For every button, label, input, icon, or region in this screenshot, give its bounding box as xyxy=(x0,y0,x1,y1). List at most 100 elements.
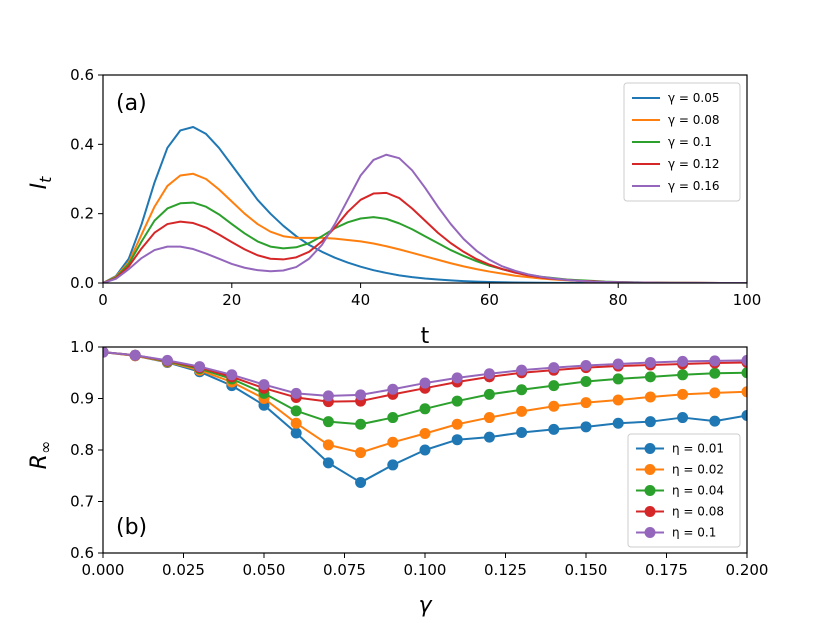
data-point xyxy=(709,415,721,427)
data-point xyxy=(644,391,656,403)
y-tick-label: 0.6 xyxy=(70,544,94,562)
data-point xyxy=(355,418,367,430)
data-point xyxy=(677,355,689,367)
panel-label: (b) xyxy=(116,515,147,540)
data-point xyxy=(161,354,173,366)
y-axis-label: It xyxy=(27,176,55,190)
data-point xyxy=(451,418,463,430)
data-point xyxy=(741,354,747,366)
data-point xyxy=(322,416,334,428)
data-point xyxy=(226,369,238,381)
data-point xyxy=(516,405,528,417)
data-point xyxy=(451,395,463,407)
data-point xyxy=(451,434,463,446)
y-tick-label: 0.2 xyxy=(70,205,94,223)
legend-entry-label: η = 0.08 xyxy=(672,505,724,519)
x-tick-label: 0.125 xyxy=(484,561,527,579)
y-tick-label: 0.9 xyxy=(70,390,94,408)
data-point xyxy=(516,364,528,376)
x-tick-label: 80 xyxy=(609,291,628,309)
data-point xyxy=(612,358,624,370)
x-tick-label: 0.075 xyxy=(323,561,366,579)
data-point xyxy=(644,356,656,368)
legend-entry-label: γ = 0.08 xyxy=(668,113,720,127)
x-axis-label: t xyxy=(421,324,430,349)
data-point xyxy=(709,387,721,399)
legend-box xyxy=(623,82,741,202)
data-point xyxy=(483,388,495,400)
data-point xyxy=(483,412,495,424)
y-tick-label: 0.0 xyxy=(70,274,94,292)
x-tick-label: 0.150 xyxy=(565,561,608,579)
data-point xyxy=(290,427,302,439)
legend-entry-label: η = 0.04 xyxy=(672,484,724,498)
y-tick-label: 1.0 xyxy=(70,338,94,356)
data-point xyxy=(194,361,206,373)
data-point xyxy=(129,349,141,361)
axes-frame xyxy=(102,74,748,284)
series-line-3 xyxy=(103,201,747,283)
data-point xyxy=(548,362,560,374)
x-tick-label: 60 xyxy=(480,291,499,309)
data-point xyxy=(387,436,399,448)
data-point xyxy=(548,400,560,412)
data-point xyxy=(483,368,495,380)
data-point xyxy=(580,360,592,372)
legend-marker xyxy=(644,506,656,517)
data-point xyxy=(387,412,399,424)
panel-label: (a) xyxy=(116,91,147,116)
x-tick-label: 20 xyxy=(222,291,241,309)
y-tick-label: 0.8 xyxy=(70,441,94,459)
data-point xyxy=(741,409,747,421)
data-point xyxy=(355,447,367,459)
data-point xyxy=(258,379,270,391)
x-axis-label: γ xyxy=(418,593,432,618)
x-tick-label: 0.000 xyxy=(82,561,125,579)
panel-b-plot: 0.000 0.025 0.050 0.075 0.100 0.125 0.150 0.175… xyxy=(27,338,768,618)
data-point xyxy=(741,386,747,398)
data-point xyxy=(290,387,302,399)
legend-entry-label: γ = 0.05 xyxy=(668,91,720,105)
data-point xyxy=(709,367,721,379)
data-point xyxy=(644,416,656,428)
x-tick-label: 0.175 xyxy=(645,561,688,579)
x-tick-label: 0.200 xyxy=(726,561,769,579)
series-line-4 xyxy=(103,191,747,283)
legend-marker xyxy=(644,527,656,538)
legend: γ = 0.05 γ = 0.08 γ = 0.1 γ = 0.12 γ = 0.16 xyxy=(623,82,741,202)
data-point xyxy=(322,439,334,451)
x-tick-label: 0.100 xyxy=(404,561,447,579)
y-tick-label: 0.4 xyxy=(70,135,94,153)
legend-entry-label: η = 0.01 xyxy=(672,442,724,456)
data-point xyxy=(419,377,431,389)
legend-entry-label: γ = 0.1 xyxy=(668,135,712,149)
data-point xyxy=(387,383,399,395)
data-point xyxy=(741,367,747,379)
data-point xyxy=(709,355,721,367)
y-tick-label: 0.6 xyxy=(70,66,94,84)
data-point xyxy=(612,417,624,429)
y-tick-label: 0.7 xyxy=(70,493,94,511)
y-axis-label: R∞ xyxy=(27,441,55,470)
data-point xyxy=(387,459,399,471)
series-line-5 xyxy=(103,153,747,283)
x-tick-label: 0 xyxy=(98,291,108,309)
data-point xyxy=(677,412,689,424)
data-point xyxy=(322,390,334,402)
data-point xyxy=(580,376,592,388)
plot-area xyxy=(103,347,747,488)
data-point xyxy=(516,426,528,438)
data-point xyxy=(355,389,367,401)
data-point xyxy=(103,347,109,358)
data-point xyxy=(548,423,560,435)
x-tick-label: 40 xyxy=(351,291,370,309)
data-point xyxy=(451,372,463,384)
legend-entry-label: γ = 0.16 xyxy=(668,179,720,193)
legend-marker xyxy=(644,464,656,475)
data-point xyxy=(290,405,302,417)
data-point xyxy=(677,388,689,400)
legend-entry-label: η = 0.1 xyxy=(672,526,716,540)
data-point xyxy=(548,380,560,392)
data-point xyxy=(419,428,431,440)
